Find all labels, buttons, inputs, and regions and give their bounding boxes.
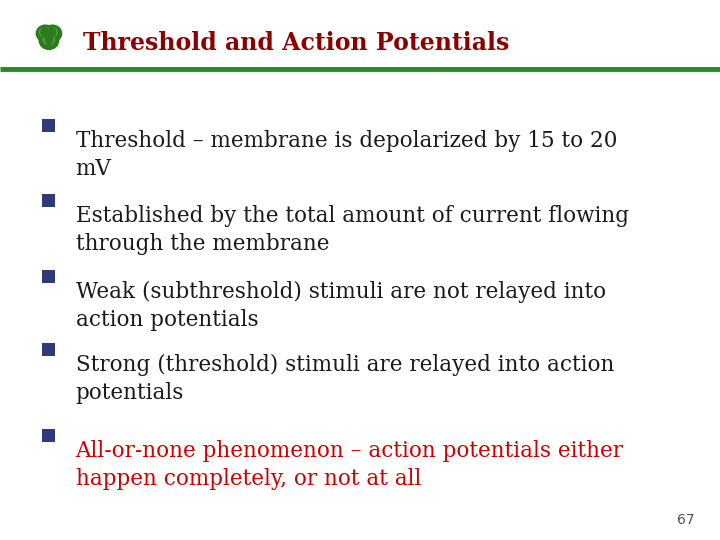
- Text: Threshold and Action Potentials: Threshold and Action Potentials: [83, 31, 509, 55]
- Ellipse shape: [47, 28, 57, 37]
- Ellipse shape: [40, 28, 50, 37]
- Ellipse shape: [43, 35, 55, 44]
- FancyBboxPatch shape: [42, 194, 55, 207]
- Text: All-or-none phenomenon – action potentials either
happen completely, or not at a: All-or-none phenomenon – action potentia…: [76, 440, 624, 490]
- FancyBboxPatch shape: [42, 270, 55, 283]
- Ellipse shape: [45, 35, 53, 44]
- Text: Established by the total amount of current flowing
through the membrane: Established by the total amount of curre…: [76, 205, 629, 255]
- Text: Threshold – membrane is depolarized by 15 to 20
mV: Threshold – membrane is depolarized by 1…: [76, 130, 617, 179]
- FancyBboxPatch shape: [42, 119, 55, 132]
- Text: Strong (threshold) stimuli are relayed into action
potentials: Strong (threshold) stimuli are relayed i…: [76, 354, 614, 404]
- Text: Weak (subthreshold) stimuli are not relayed into
action potentials: Weak (subthreshold) stimuli are not rela…: [76, 281, 606, 331]
- Ellipse shape: [36, 25, 55, 42]
- FancyBboxPatch shape: [42, 429, 55, 442]
- Text: 67: 67: [678, 512, 695, 526]
- Ellipse shape: [48, 28, 55, 37]
- Ellipse shape: [43, 25, 62, 42]
- FancyBboxPatch shape: [42, 343, 55, 356]
- Ellipse shape: [40, 31, 59, 50]
- Ellipse shape: [41, 28, 48, 37]
